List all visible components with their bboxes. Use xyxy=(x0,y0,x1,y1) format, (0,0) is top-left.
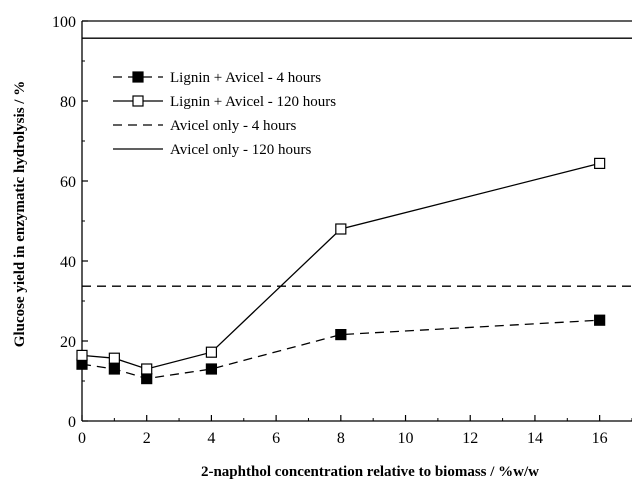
data-point xyxy=(141,373,153,385)
legend-marker xyxy=(132,95,144,107)
y-tick-label: 80 xyxy=(60,94,76,111)
data-point xyxy=(141,363,153,375)
legend-item-3: Avicel only - 4 hours xyxy=(113,118,297,134)
data-point xyxy=(205,363,218,375)
x-tick-label: 12 xyxy=(462,430,478,447)
series-line xyxy=(81,319,600,380)
x-tick-label: 6 xyxy=(272,430,280,447)
data-point xyxy=(108,363,120,375)
x-tick-label: 14 xyxy=(527,430,543,447)
y-tick-label: 100 xyxy=(52,14,76,31)
data-point xyxy=(76,349,88,361)
data-point xyxy=(594,314,606,326)
y-tick-label: 40 xyxy=(60,254,76,271)
x-tick-label: 8 xyxy=(337,430,345,447)
y-axis-title: Glucose yield in enzymatic hydrolysis / … xyxy=(12,81,28,347)
legend-marker xyxy=(132,71,144,83)
data-series xyxy=(76,37,632,385)
x-tick-label: 2 xyxy=(143,430,151,447)
data-point xyxy=(108,352,120,364)
legend-label: Lignin + Avicel - 4 hours xyxy=(170,70,321,86)
x-tick-label: 16 xyxy=(592,430,608,447)
y-tick-label: 60 xyxy=(60,174,76,191)
legend-item-1: Lignin + Avicel - 4 hours xyxy=(113,70,321,86)
legend-label: Avicel only - 4 hours xyxy=(170,118,297,134)
series-1 xyxy=(76,314,606,385)
data-point xyxy=(335,329,347,341)
x-tick-label: 10 xyxy=(398,430,414,447)
legend-item-2: Lignin + Avicel - 120 hours xyxy=(113,94,336,110)
axis-ticks: 0 20 40 60 80 100 0 2 4 6 8 10 12 14 16 xyxy=(52,14,632,447)
y-tick-label: 20 xyxy=(60,334,76,351)
x-tick-label: 0 xyxy=(78,430,86,447)
data-point xyxy=(335,223,347,235)
data-point xyxy=(594,157,606,169)
data-point xyxy=(205,346,218,358)
series-2 xyxy=(76,157,606,375)
x-axis-title: 2-naphthol concentration relative to bio… xyxy=(201,464,539,480)
legend-item-4: Avicel only - 120 hours xyxy=(113,142,312,158)
legend-label: Avicel only - 120 hours xyxy=(170,142,312,158)
legend-label: Lignin + Avicel - 120 hours xyxy=(170,94,336,110)
plot-frame xyxy=(81,20,632,422)
y-tick-label: 0 xyxy=(68,414,76,431)
x-tick-label: 4 xyxy=(207,430,215,447)
legend: Lignin + Avicel - 4 hours Lignin + Avicel… xyxy=(113,70,336,158)
